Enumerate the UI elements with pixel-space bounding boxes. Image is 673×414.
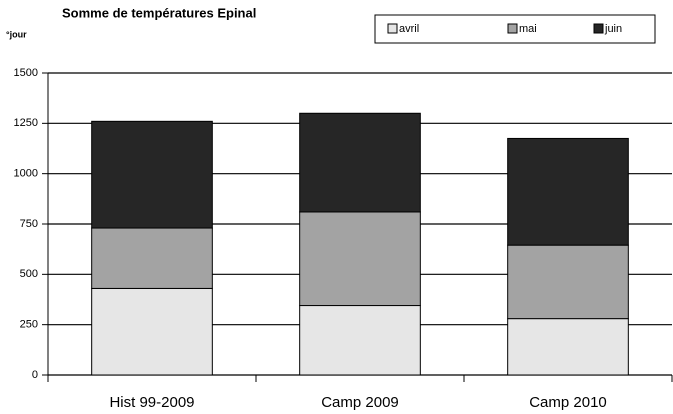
- legend-swatch: [387, 23, 398, 34]
- x-tick-label: Camp 2010: [529, 394, 607, 411]
- legend-swatch: [593, 23, 604, 34]
- chart-title: Somme de températures Epinal: [62, 5, 256, 20]
- y-tick-label: 750: [20, 218, 38, 230]
- bar-segment: [507, 244, 629, 320]
- y-tick-label: 1000: [14, 168, 38, 180]
- legend-label: mai: [519, 23, 537, 35]
- y-tick-label: 250: [20, 319, 38, 331]
- bar-segment: [507, 318, 629, 376]
- bar-segment: [91, 287, 213, 376]
- legend-swatch: [507, 23, 518, 34]
- bar-segment: [91, 227, 213, 289]
- bar-segment: [91, 120, 213, 229]
- bar-segment: [299, 305, 421, 376]
- legend-label: avril: [399, 23, 419, 35]
- legend-label: juin: [604, 23, 622, 35]
- y-axis-label: °jour: [6, 29, 27, 39]
- x-tick-label: Hist 99-2009: [109, 394, 194, 411]
- bar-segment: [299, 112, 421, 213]
- y-tick-label: 1250: [14, 117, 38, 129]
- bar-segment: [299, 211, 421, 307]
- y-tick-label: 1500: [14, 67, 38, 79]
- bar-segment: [507, 137, 629, 246]
- y-tick-label: 0: [32, 369, 38, 381]
- y-tick-label: 500: [20, 268, 38, 280]
- x-tick-label: Camp 2009: [321, 394, 399, 411]
